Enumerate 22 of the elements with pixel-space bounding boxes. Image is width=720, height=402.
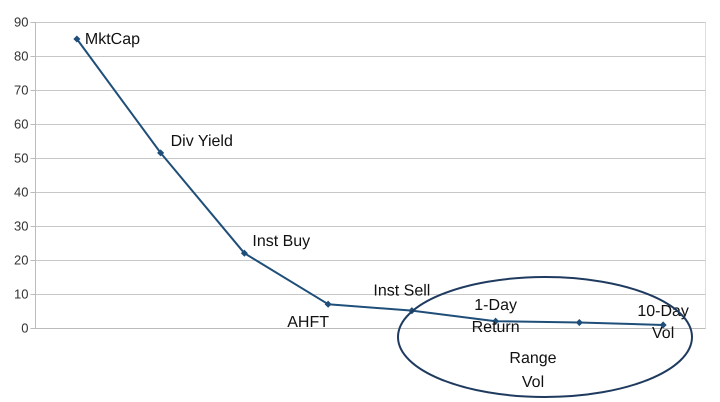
y-tick-label: 70 (14, 82, 28, 98)
y-tick-label: 10 (14, 286, 28, 302)
y-tick-label: 0 (21, 320, 28, 336)
text: Range Vol (509, 350, 557, 391)
annotation: Inst Sell (373, 282, 430, 300)
y-tick-label: 50 (14, 150, 28, 166)
annotation: Div Yield (170, 132, 233, 150)
y-tick-label: 30 (14, 218, 28, 234)
point (240, 250, 248, 257)
y-tick-label: 40 (14, 184, 28, 200)
y-tick-label: 60 (14, 116, 28, 132)
y-tick-label: 90 (14, 14, 28, 30)
point (157, 149, 164, 156)
point (576, 319, 583, 326)
y-tick-label: 20 (14, 252, 28, 268)
point (324, 300, 332, 308)
annotation: AHFT (287, 314, 330, 332)
annotation: 1-Day Return (472, 297, 520, 336)
y-tick-label: 80 (14, 48, 28, 64)
annotation: MktCap (84, 31, 140, 48)
annotation: Inst Buy (252, 233, 310, 250)
point (73, 35, 80, 43)
